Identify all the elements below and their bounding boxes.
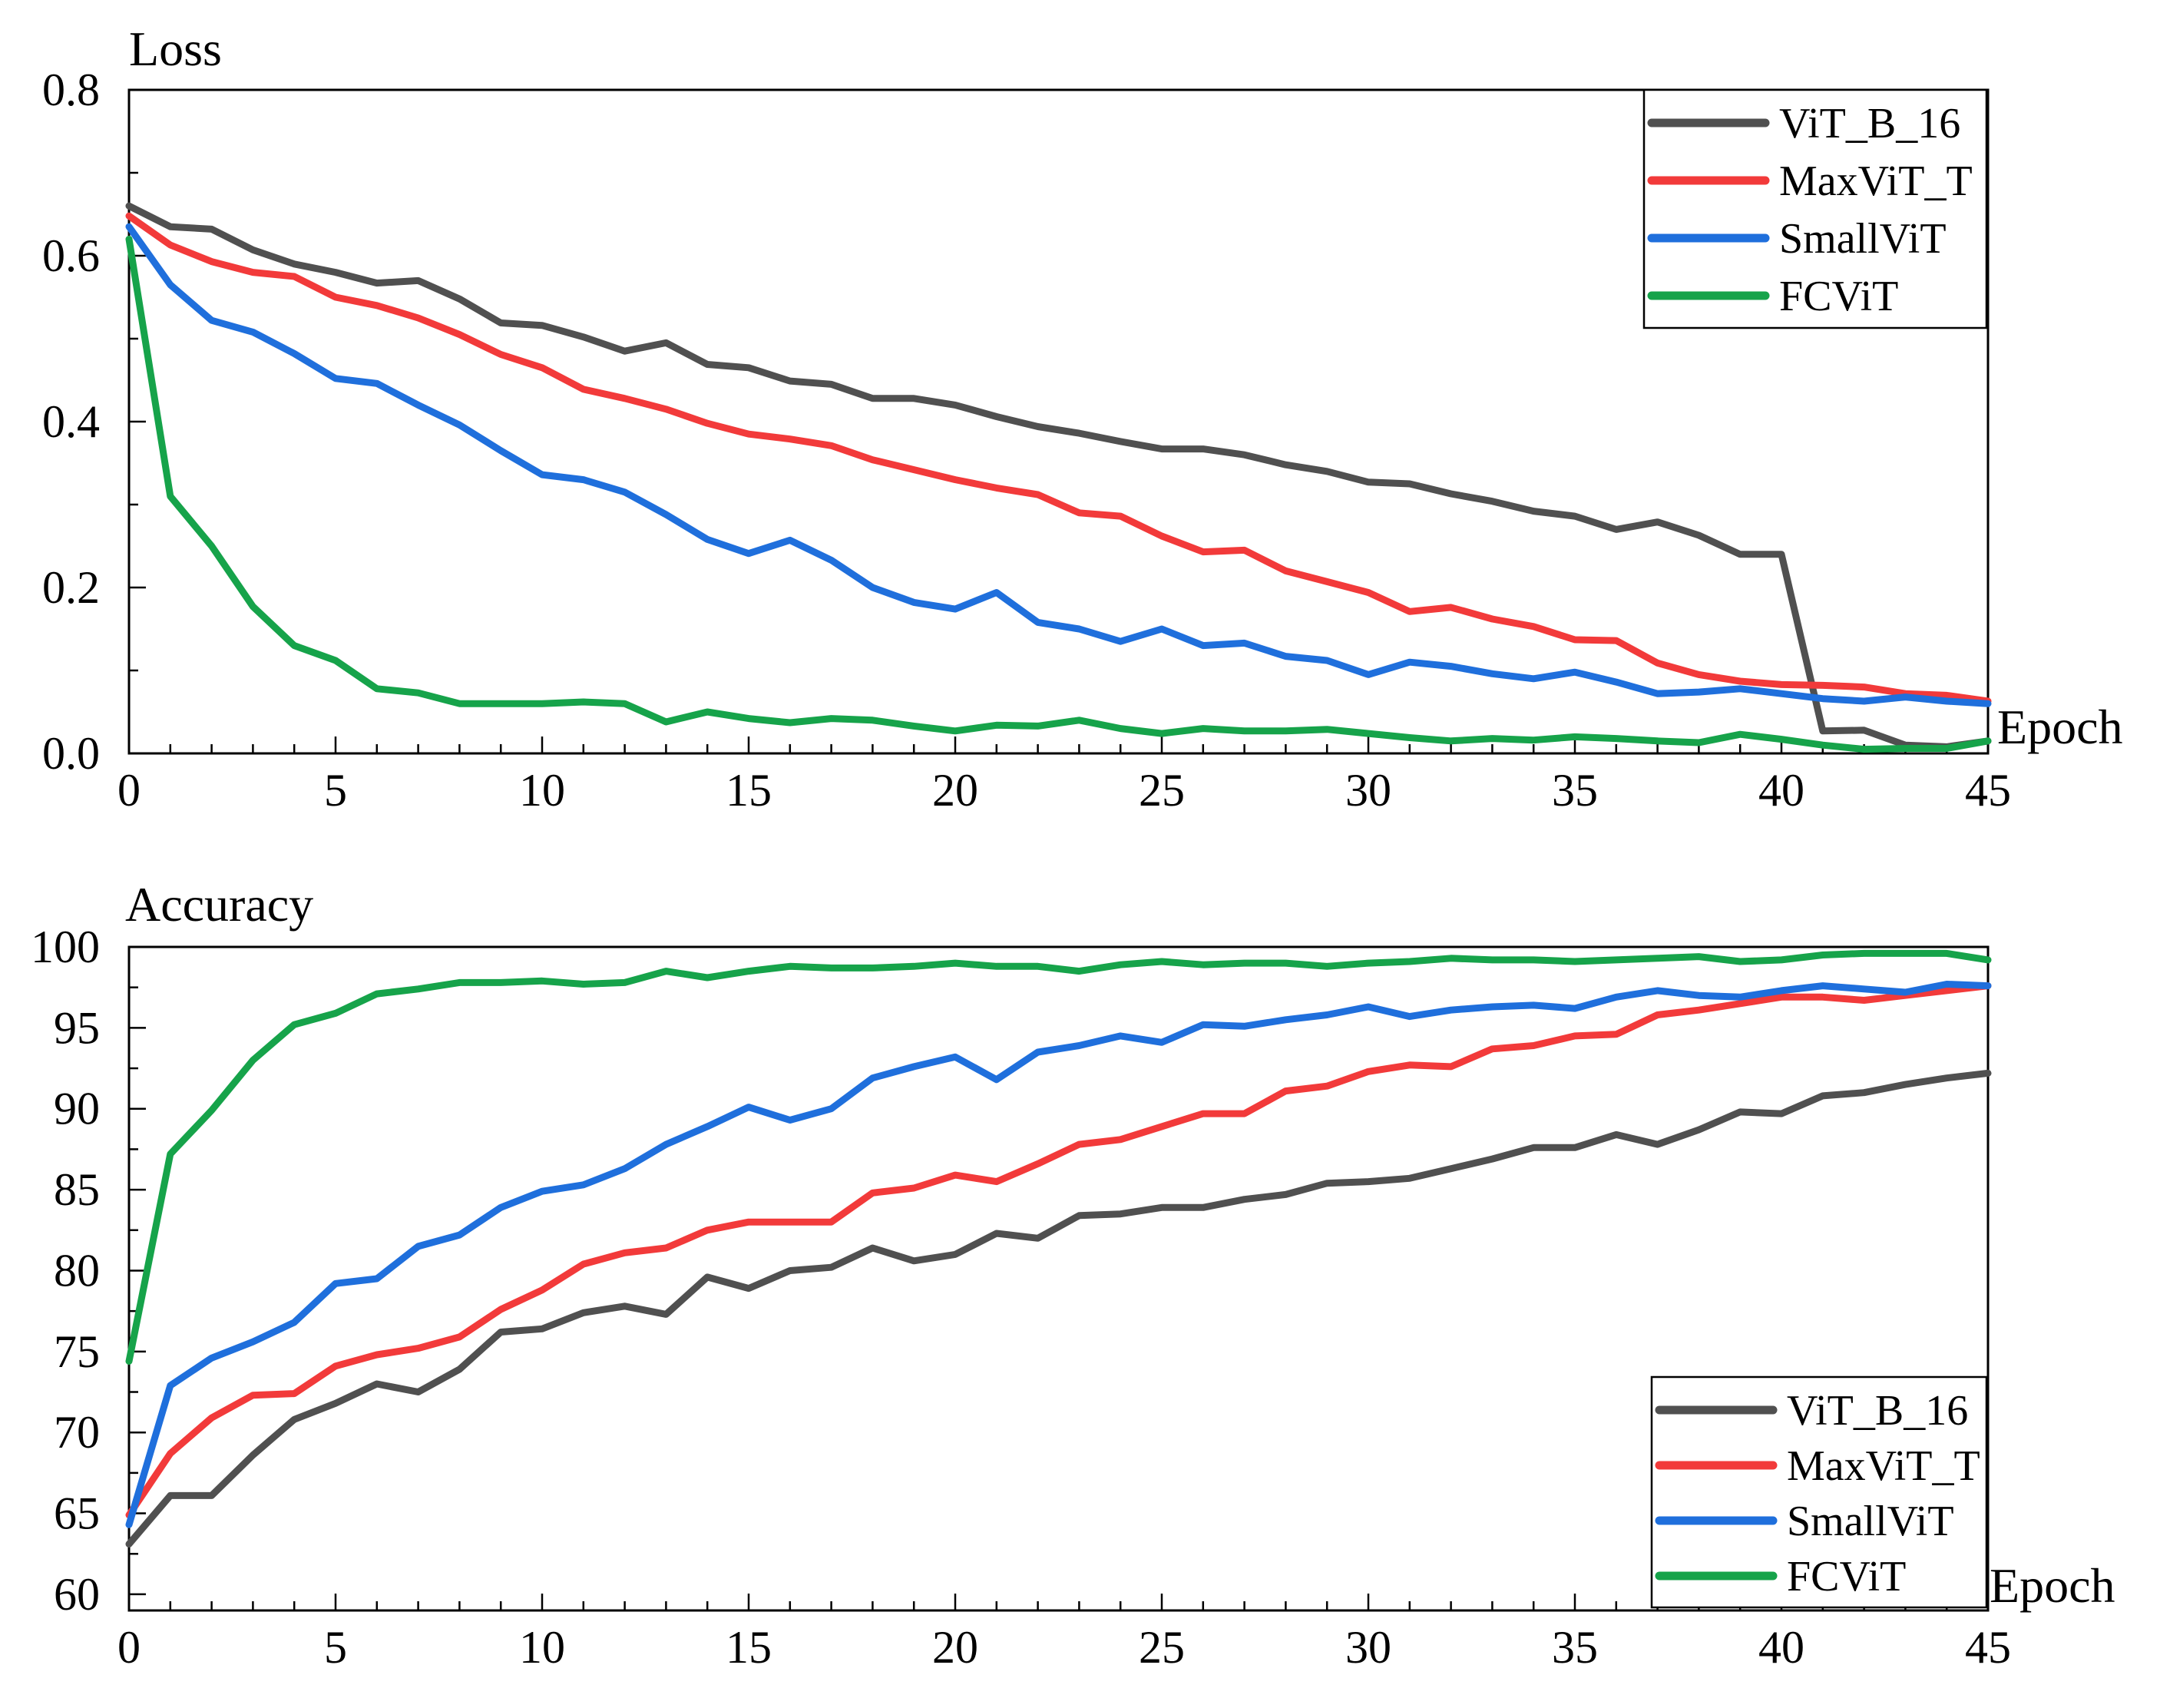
accuracy-y-tick-label: 95: [54, 1002, 100, 1053]
accuracy-legend-label: MaxViT_T: [1787, 1442, 1980, 1490]
accuracy-series: [125, 949, 1992, 1548]
loss-x-tick-label: 15: [726, 765, 772, 816]
loss-y-tick-label: 0.2: [42, 562, 100, 613]
loss-x-tick-label: 0: [117, 765, 141, 816]
accuracy-x-tick-label: 15: [726, 1622, 772, 1673]
accuracy-ticks: 0 5 10 15 20 25 30 35 40 45 60 65 70 75 80 85 90 95 100: [31, 922, 2011, 1673]
accuracy-x-tick-label: 10: [519, 1622, 565, 1673]
accuracy-y-tick-label: 60: [54, 1569, 100, 1620]
loss-x-tick-label: 30: [1345, 765, 1391, 816]
accuracy-series-line-vit-b-16: [125, 1069, 1992, 1548]
accuracy-legend-label: SmallViT: [1787, 1498, 1954, 1545]
loss-legend-label: MaxViT_T: [1779, 157, 1973, 205]
loss-legend-label: SmallViT: [1779, 215, 1947, 263]
accuracy-y-tick-label: 65: [54, 1488, 100, 1539]
accuracy-y-axis-title: Accuracy: [125, 877, 313, 932]
accuracy-legend-box: [1650, 1375, 1988, 1609]
loss-x-tick-label: 40: [1758, 765, 1804, 816]
accuracy-legend-label: ViT_B_16: [1787, 1387, 1968, 1435]
accuracy-x-tick-label: 0: [117, 1622, 141, 1673]
accuracy-x-tick-label: 30: [1345, 1622, 1391, 1673]
loss-x-tick-label: 35: [1552, 765, 1598, 816]
accuracy-y-tick-label: 90: [54, 1084, 100, 1134]
accuracy-plot-frame: [127, 945, 1990, 1612]
loss-y-tick-label: 0.0: [42, 728, 100, 779]
accuracy-y-tick-label: 100: [31, 922, 100, 972]
loss-ticks: 0 5 10 15 20 25 30 35 40 45 0.0 0.2 0.4 0.6 0.8: [42, 65, 2011, 816]
loss-chart: 0 5 10 15 20 25 30 35 40 45 0.0 0.2 0.4 0.6 0.8 Loss E…: [42, 22, 2123, 816]
accuracy-y-tick-label: 85: [54, 1164, 100, 1215]
loss-series-line-fcvit: [125, 235, 1992, 753]
loss-legend-box: [1642, 88, 1988, 329]
loss-legend-label: FCViT: [1779, 273, 1898, 320]
loss-series-line-maxvit-t: [125, 212, 1992, 705]
loss-x-axis-title: Epoch: [1997, 700, 2123, 754]
accuracy-y-tick-label: 70: [54, 1407, 100, 1458]
accuracy-series-line-maxvit-t: [125, 982, 1992, 1519]
loss-y-tick-label: 0.6: [42, 230, 100, 281]
accuracy-legend-label: FCViT: [1787, 1553, 1906, 1600]
accuracy-x-tick-label: 40: [1758, 1622, 1804, 1673]
accuracy-x-tick-label: 35: [1552, 1622, 1598, 1673]
accuracy-x-tick-label: 20: [932, 1622, 978, 1673]
loss-x-tick-label: 5: [324, 765, 347, 816]
loss-y-tick-label: 0.8: [42, 65, 100, 115]
loss-y-axis-title: Loss: [129, 22, 222, 76]
accuracy-y-tick-label: 80: [54, 1245, 100, 1296]
accuracy-x-tick-label: 25: [1139, 1622, 1185, 1673]
loss-series-line-smallvit: [125, 223, 1992, 707]
loss-legend: ViT_B_16 MaxViT_T SmallViT FCViT: [1642, 88, 1988, 329]
loss-series: [125, 202, 1992, 753]
loss-x-tick-label: 25: [1139, 765, 1185, 816]
accuracy-series-line-fcvit: [125, 949, 1992, 1365]
accuracy-x-tick-label: 5: [324, 1622, 347, 1673]
loss-y-tick-label: 0.4: [42, 396, 100, 447]
loss-x-tick-label: 20: [932, 765, 978, 816]
accuracy-chart: 0 5 10 15 20 25 30 35 40 45 60 65 70 75 80 85 90 95 100 Ac…: [31, 877, 2115, 1673]
accuracy-y-tick-label: 75: [54, 1326, 100, 1377]
loss-legend-label: ViT_B_16: [1779, 100, 1960, 147]
loss-series-line-vit-b-16: [125, 202, 1992, 750]
accuracy-legend: ViT_B_16 MaxViT_T SmallViT FCViT: [1650, 1375, 1988, 1609]
accuracy-series-line-smallvit: [125, 981, 1992, 1528]
loss-x-tick-label: 45: [1965, 765, 2011, 816]
accuracy-x-tick-label: 45: [1965, 1622, 2011, 1673]
accuracy-x-axis-title: Epoch: [1990, 1558, 2115, 1613]
loss-x-tick-label: 10: [519, 765, 565, 816]
